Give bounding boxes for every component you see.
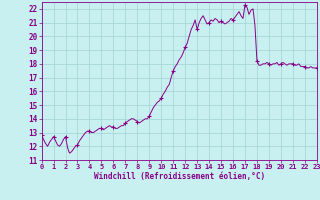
X-axis label: Windchill (Refroidissement éolien,°C): Windchill (Refroidissement éolien,°C) [94, 172, 265, 181]
